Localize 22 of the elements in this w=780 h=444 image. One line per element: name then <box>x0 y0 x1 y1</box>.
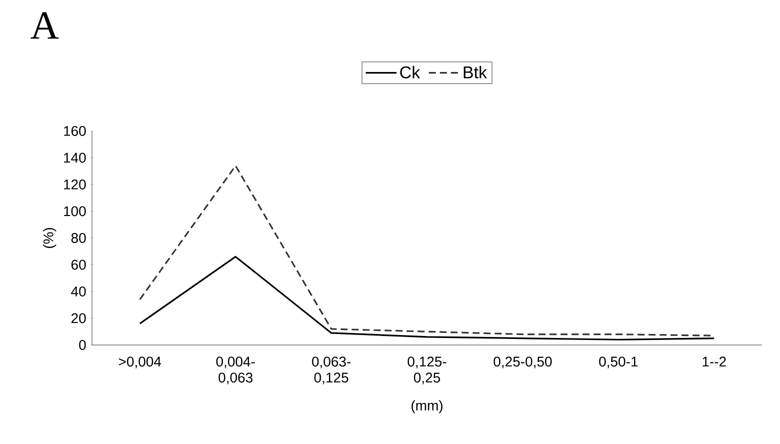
y-tick-label: 140 <box>64 152 86 163</box>
x-tick-label: 0,004-0,063 <box>216 356 255 384</box>
y-axis-title: (%) <box>43 228 56 248</box>
x-tick-label: 1--2 <box>702 356 726 366</box>
chart-title: A <box>30 12 59 39</box>
y-tick-label: 20 <box>71 313 86 324</box>
y-tick-label: 160 <box>64 126 86 136</box>
y-tick-label: 0 <box>79 340 86 350</box>
legend-label: Btk <box>464 66 488 78</box>
x-tick-label: >0,004 <box>118 356 162 368</box>
y-tick-label: 100 <box>64 206 86 216</box>
x-tick-label: 0,063-0,125 <box>312 356 351 384</box>
y-tick-label: 60 <box>71 260 86 270</box>
x-axis-title: (mm) <box>412 400 442 414</box>
x-tick-label: 0,25-0,50 <box>494 356 552 368</box>
x-tick-label: 0,125-0,25 <box>408 356 446 384</box>
y-tick-label: 120 <box>64 180 86 190</box>
y-tick-label: 80 <box>71 233 86 243</box>
y-tick-label: 40 <box>71 286 86 296</box>
line-series <box>139 256 715 340</box>
x-tick-label: 0,50-1 <box>599 356 638 368</box>
legend-label: Ck <box>400 66 420 78</box>
